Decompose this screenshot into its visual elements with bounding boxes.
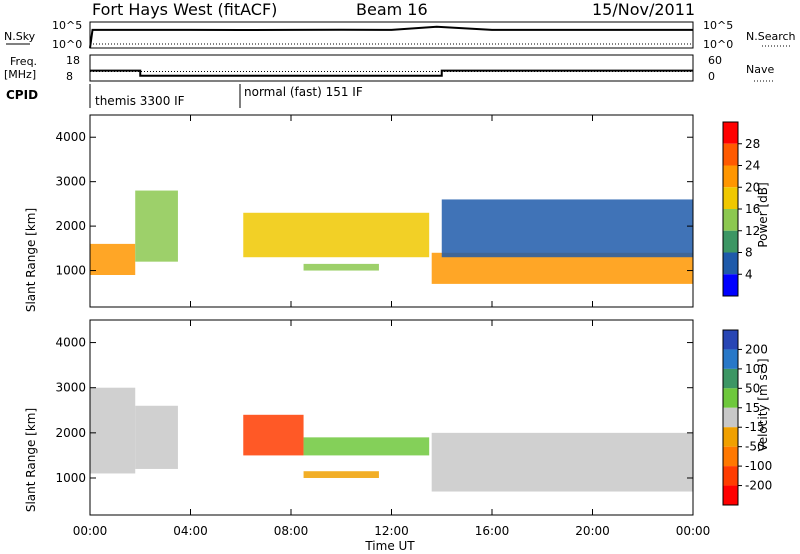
colorbar-tick: 15 bbox=[745, 401, 760, 415]
power-colorbar: 28 24 20 16 12 8 4 bbox=[722, 121, 760, 297]
station-title: Fort Hays West (fitACF) bbox=[92, 0, 277, 19]
colorbar-swatch bbox=[723, 485, 738, 505]
colorbar-tick: 20 bbox=[745, 180, 760, 194]
y-tick-label: 2000 bbox=[55, 219, 86, 233]
y-tick-label: 3000 bbox=[55, 381, 86, 395]
power-panel: 1000 2000 3000 4000 bbox=[55, 114, 694, 308]
colorbar-tick: 24 bbox=[745, 159, 760, 173]
colorbar-swatch bbox=[723, 330, 738, 350]
colorbar-tick: -100 bbox=[745, 459, 772, 473]
colorbar-swatch bbox=[723, 209, 738, 231]
power-colorbar-label: Power [dB] bbox=[756, 182, 770, 247]
velocity-axis: 1000 2000 3000 4000 00:00 04:00 08:00 12:00 16:0… bbox=[55, 320, 710, 538]
colorbar-swatch bbox=[723, 230, 738, 253]
y-tick-label: 1000 bbox=[55, 264, 86, 278]
xlabel: Time UT bbox=[364, 539, 415, 553]
cpid-segment-themis: themis 3300 IF bbox=[95, 94, 185, 108]
nsearch-label: N.Search bbox=[746, 30, 796, 43]
beam-label: Beam 16 bbox=[356, 0, 428, 19]
x-tick-label: 20:00 bbox=[575, 524, 610, 538]
nsky-line bbox=[89, 25, 693, 49]
freq-unit-label: [MHz] bbox=[4, 68, 36, 81]
nave-tick-lo: 0 bbox=[708, 70, 715, 83]
freq-panel: 18 8 60 0 Freq. [MHz] Nave bbox=[4, 54, 774, 83]
cpid-label: CPID bbox=[6, 88, 38, 102]
colorbar-tick: 12 bbox=[745, 224, 760, 238]
x-tick-label: 12:00 bbox=[374, 524, 409, 538]
data-band bbox=[243, 414, 304, 456]
data-band bbox=[135, 405, 178, 469]
y-tick-label: 2000 bbox=[55, 426, 86, 440]
velocity-colorbar: 200 100 50 15 -15 -50 -100 -200 bbox=[722, 329, 772, 506]
colorbar-swatch bbox=[723, 122, 738, 144]
cpid-row: CPID themis 3300 IF normal (fast) 151 IF bbox=[6, 84, 363, 108]
noise-panel: 10^5 10^0 10^5 10^0 N.Sky N.Search bbox=[4, 19, 796, 51]
data-band bbox=[303, 471, 379, 478]
nave-tick-hi: 60 bbox=[708, 54, 722, 67]
colorbar-swatch bbox=[723, 143, 738, 166]
colorbar-swatch bbox=[723, 252, 738, 275]
power-ylabel: Slant Range [km] bbox=[24, 208, 38, 312]
cpid-segment-normal: normal (fast) 151 IF bbox=[244, 85, 363, 99]
data-band bbox=[431, 252, 693, 284]
colorbar-swatch bbox=[723, 349, 738, 369]
y-tick-label: 4000 bbox=[55, 336, 86, 350]
data-band bbox=[135, 190, 178, 262]
data-band bbox=[303, 263, 379, 271]
noise-tick-hi-left: 10^5 bbox=[52, 19, 82, 32]
power-axis: 1000 2000 3000 4000 bbox=[55, 115, 694, 307]
colorbar-swatch bbox=[723, 187, 738, 209]
colorbar-tick: 16 bbox=[745, 202, 760, 216]
velocity-data bbox=[90, 387, 693, 492]
data-band bbox=[303, 437, 430, 456]
colorbar-swatch bbox=[723, 368, 738, 389]
nave-label: Nave bbox=[746, 63, 774, 76]
freq-tick-lo: 8 bbox=[66, 70, 73, 83]
x-tick-label: 00:00 bbox=[676, 524, 711, 538]
colorbar-tick: -50 bbox=[745, 440, 765, 454]
colorbar-tick: 50 bbox=[745, 381, 760, 395]
freq-line bbox=[90, 69, 693, 77]
colorbar-swatch bbox=[723, 165, 738, 188]
velocity-colorbar-label: Velocity [m s⁻¹] bbox=[756, 358, 770, 451]
velocity-panel: 1000 2000 3000 4000 00:00 04:00 08:00 12:00 16:0… bbox=[55, 319, 710, 538]
y-tick-label: 3000 bbox=[55, 175, 86, 189]
noise-tick-hi-right: 10^5 bbox=[703, 19, 733, 32]
colorbar-swatch bbox=[723, 466, 738, 486]
x-tick-label: 04:00 bbox=[173, 524, 208, 538]
colorbar-tick: 4 bbox=[745, 267, 753, 281]
velocity-ylabel: Slant Range [km] bbox=[24, 408, 38, 512]
power-data bbox=[90, 190, 693, 284]
freq-label: Freq. bbox=[10, 55, 37, 68]
nsky-label: N.Sky bbox=[4, 30, 36, 43]
colorbar-tick: 100 bbox=[745, 362, 768, 376]
y-tick-label: 1000 bbox=[55, 471, 86, 485]
x-tick-label: 16:00 bbox=[475, 524, 510, 538]
colorbar-swatch bbox=[723, 274, 738, 296]
data-band bbox=[431, 432, 693, 492]
noise-tick-lo-left: 10^0 bbox=[52, 38, 82, 51]
freq-tick-hi: 18 bbox=[66, 54, 80, 67]
colorbar-tick: -200 bbox=[745, 479, 772, 493]
data-band bbox=[90, 387, 136, 474]
colorbar-tick: 200 bbox=[745, 342, 768, 356]
date-label: 15/Nov/2011 bbox=[592, 0, 695, 19]
colorbar-tick: 8 bbox=[745, 246, 753, 260]
colorbar-tick: 28 bbox=[745, 137, 760, 151]
colorbar-swatch bbox=[723, 446, 738, 467]
colorbar-swatch bbox=[723, 407, 738, 428]
data-band bbox=[90, 243, 136, 275]
data-band bbox=[243, 212, 430, 258]
colorbar-tick: -15 bbox=[745, 420, 765, 434]
noise-tick-lo-right: 10^0 bbox=[703, 38, 733, 51]
colorbar-swatch bbox=[723, 427, 738, 447]
y-tick-label: 4000 bbox=[55, 130, 86, 144]
x-tick-label: 08:00 bbox=[274, 524, 309, 538]
colorbar-swatch bbox=[723, 388, 738, 408]
x-tick-label: 00:00 bbox=[73, 524, 108, 538]
data-band bbox=[441, 199, 693, 258]
